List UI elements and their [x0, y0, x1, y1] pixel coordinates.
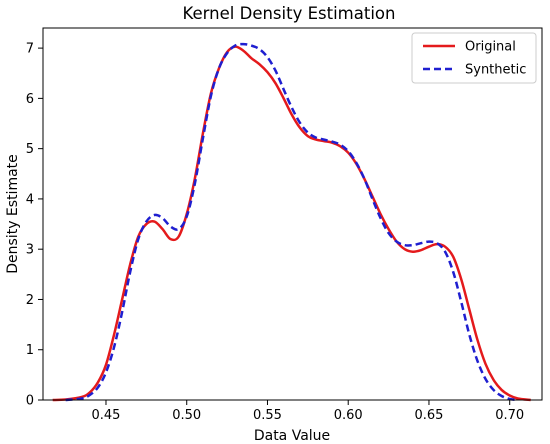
x-axis: 0.45 0.50 0.55 0.60 0.65 0.70	[92, 400, 524, 423]
y-tick-label-4: 4	[26, 192, 34, 207]
curves	[52, 42, 531, 402]
legend: Original Synthetic	[411, 32, 537, 84]
y-tick-label-7: 7	[26, 42, 34, 57]
legend-label-original: Original	[465, 40, 516, 55]
x-tick-label-0: 0.45	[92, 408, 121, 423]
x-tick-label-1: 0.50	[172, 408, 201, 423]
x-axis-title: Data Value	[254, 428, 330, 444]
y-tick-label-3: 3	[26, 243, 34, 258]
y-tick-label-5: 5	[26, 142, 34, 157]
chart-title: Kernel Density Estimation	[183, 4, 396, 23]
y-tick-label-2: 2	[26, 293, 34, 308]
y-tick-label-6: 6	[26, 92, 34, 107]
plot-frame	[42, 27, 543, 401]
y-axis-title: Density Estimate	[5, 154, 21, 274]
x-tick-label-5: 0.70	[495, 408, 524, 423]
y-tick-label-0: 0	[26, 394, 34, 409]
y-axis: 0 1 2 3 4 5 6 7	[26, 42, 43, 409]
x-tick-label-2: 0.55	[253, 408, 282, 423]
plot-area	[42, 27, 543, 402]
legend-label-synthetic: Synthetic	[465, 63, 526, 78]
y-tick-label-1: 1	[26, 343, 34, 358]
series-line-original	[52, 45, 531, 402]
x-tick-label-3: 0.60	[334, 408, 363, 423]
series-line-synthetic	[65, 42, 518, 402]
x-tick-label-4: 0.65	[414, 408, 443, 423]
